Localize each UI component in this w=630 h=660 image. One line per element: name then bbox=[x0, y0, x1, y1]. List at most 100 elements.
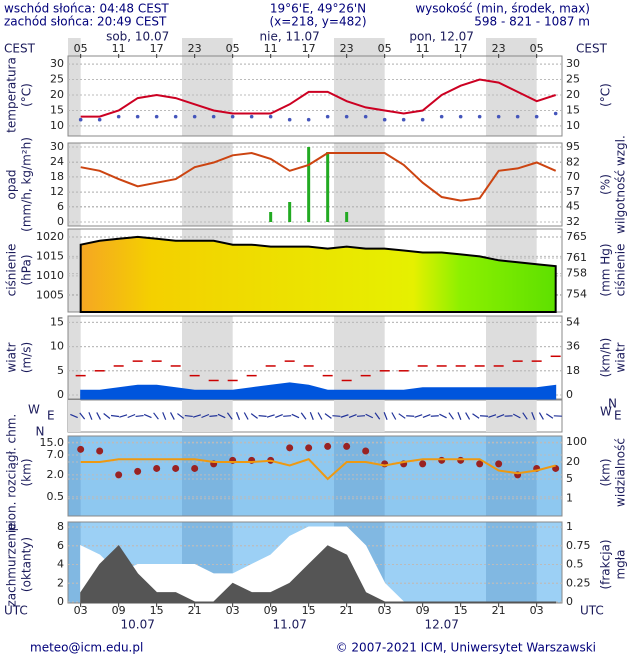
series-dot bbox=[363, 114, 368, 119]
series-dot bbox=[496, 114, 501, 119]
wind-arrow bbox=[143, 413, 152, 419]
y-label: (km) bbox=[20, 458, 34, 486]
x-tick-label: 03 bbox=[226, 604, 240, 617]
panel-frame bbox=[67, 142, 563, 227]
wind-arrow bbox=[383, 412, 388, 420]
series-dot bbox=[324, 442, 332, 450]
series-dot bbox=[534, 114, 539, 119]
series-dot bbox=[458, 114, 463, 119]
wind-arrow bbox=[300, 412, 307, 420]
y-tick-label: 10 bbox=[50, 119, 64, 132]
y-tick-label: 1010 bbox=[36, 269, 64, 282]
compass-w: W bbox=[28, 403, 40, 417]
wind-arrow bbox=[309, 412, 314, 420]
backgrounds bbox=[67, 38, 563, 603]
y-tick-label: 758 bbox=[566, 267, 587, 280]
y-tick-label: 0.5 bbox=[566, 558, 584, 571]
precip-bar bbox=[326, 152, 330, 222]
y-tick-label: 24 bbox=[50, 155, 64, 168]
y-tick-label: 70 bbox=[566, 170, 580, 183]
wind-arrow bbox=[348, 413, 357, 419]
y-label: zachmurzenie bbox=[5, 522, 19, 606]
series-dot bbox=[325, 114, 330, 119]
x-tick-label: 21 bbox=[188, 604, 202, 617]
y-tick-label: 10 bbox=[566, 119, 580, 132]
night-band bbox=[334, 38, 385, 56]
y-tick-label: 32 bbox=[566, 215, 580, 228]
wind-arrow bbox=[374, 412, 381, 420]
wind-arrow bbox=[283, 415, 292, 417]
y-tick-label: 20 bbox=[566, 455, 580, 468]
y-tick-label: 20 bbox=[566, 88, 580, 101]
y-tick-label: 25 bbox=[566, 73, 580, 86]
y-tick-label: 0.75 bbox=[566, 539, 591, 552]
tz-top-right: CEST bbox=[576, 42, 608, 56]
wind-arrow bbox=[119, 414, 128, 418]
night-band bbox=[68, 522, 81, 603]
series-dot bbox=[154, 114, 159, 119]
series-dot bbox=[419, 460, 427, 468]
wind-arrow bbox=[201, 413, 210, 419]
series-dot bbox=[343, 442, 351, 450]
y-label: ciśnienie bbox=[5, 244, 19, 297]
x-tick-label: 11 bbox=[264, 42, 278, 55]
y-tick-label: 30 bbox=[50, 57, 64, 70]
wind-arrow bbox=[79, 412, 86, 420]
height-values: 598 - 821 - 1087 m bbox=[474, 15, 590, 29]
wind-arrow bbox=[153, 412, 159, 420]
night-band bbox=[68, 56, 81, 136]
x-tick-label: 15 bbox=[150, 604, 164, 617]
wind-arrow bbox=[127, 413, 136, 419]
series-dot bbox=[477, 114, 482, 119]
date-top: nie, 11.07 bbox=[260, 30, 320, 44]
y2-label: (km/h) bbox=[599, 338, 613, 378]
series-area bbox=[79, 235, 557, 313]
sunset: zachód słońca: 20:49 CEST bbox=[4, 15, 167, 29]
sunrise: wschód słońca: 04:48 CEST bbox=[4, 2, 169, 16]
night-band bbox=[486, 56, 537, 136]
date-bottom: 11.07 bbox=[272, 618, 306, 632]
wind-arrow bbox=[512, 413, 521, 419]
y-tick-label: 0 bbox=[566, 388, 573, 401]
x-tick-label: 05 bbox=[378, 42, 392, 55]
wind-arrow bbox=[193, 414, 201, 418]
series-dot bbox=[134, 467, 142, 475]
x-tick-label: 09 bbox=[416, 604, 430, 617]
night-band bbox=[182, 56, 233, 136]
wind-arrow bbox=[332, 415, 341, 417]
compass-n: N bbox=[608, 397, 617, 411]
date-top: pon, 12.07 bbox=[409, 30, 474, 44]
wind-arrow bbox=[169, 412, 175, 420]
tz-top-left: CEST bbox=[4, 42, 36, 56]
x-tick-label: 23 bbox=[188, 42, 202, 55]
x-tick-label: 05 bbox=[74, 42, 88, 55]
y2-label: (km) bbox=[599, 458, 613, 486]
y-tick-label: 95 bbox=[566, 140, 580, 153]
series-dot bbox=[438, 456, 446, 464]
x-tick-label: 23 bbox=[492, 42, 506, 55]
series-dot bbox=[439, 114, 444, 119]
wind-arrow bbox=[70, 413, 78, 419]
y-tick-label: 18 bbox=[50, 170, 64, 183]
wind-arrow bbox=[103, 413, 111, 419]
series-dot bbox=[78, 117, 83, 122]
compass-e: E bbox=[47, 409, 55, 423]
series-dot bbox=[211, 114, 216, 119]
night-band bbox=[68, 229, 81, 312]
night-band bbox=[334, 316, 385, 399]
wind-arrow bbox=[291, 413, 300, 419]
series-dot bbox=[382, 117, 387, 122]
panel-bg bbox=[68, 436, 562, 516]
y-tick-label: 100 bbox=[566, 435, 587, 448]
y-tick-label: 15.0 bbox=[40, 436, 65, 449]
wind-arrow bbox=[439, 413, 447, 419]
y-tick-label: 1 bbox=[566, 492, 573, 505]
compass-e: E bbox=[614, 409, 622, 423]
night-band bbox=[182, 38, 233, 56]
wind-arrow bbox=[226, 412, 233, 420]
x-tick-label: 03 bbox=[74, 604, 88, 617]
wind-arrow bbox=[448, 412, 454, 420]
y2-label: (%) bbox=[599, 174, 613, 195]
y2-label: mgła bbox=[614, 549, 628, 579]
x-tick-label: 03 bbox=[378, 604, 392, 617]
